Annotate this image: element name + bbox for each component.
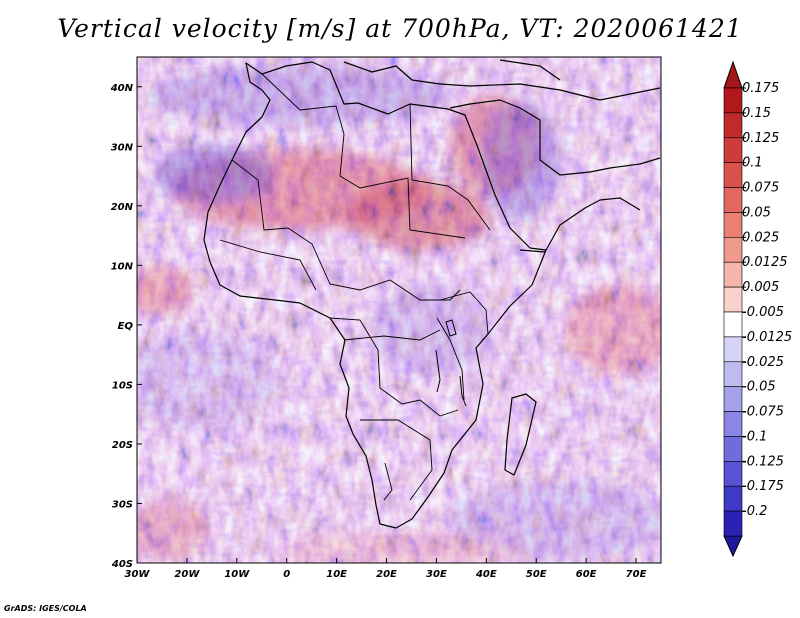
colorbar-label-3: 0.1 [742, 156, 763, 171]
colorbar-swatch-14 [723, 436, 743, 462]
y-tick-label-6: 20S [112, 440, 133, 451]
y-tick-label-1: 30N [111, 142, 134, 153]
colorbar-label-2: 0.125 [742, 131, 779, 146]
colorbar-label-13: -0.075 [742, 405, 784, 420]
colorbar-label-8: 0.005 [742, 280, 779, 295]
x-tick-label-7: 40E [475, 569, 497, 580]
colorbar-label-12: -0.05 [742, 380, 776, 395]
colorbar-label-16: -0.175 [742, 479, 784, 494]
y-tick-label-5: 10S [112, 380, 133, 391]
x-tick-label-0: 30W [125, 569, 151, 580]
y-tick-label-7: 30S [112, 499, 133, 510]
colorbar-label-1: 0.15 [742, 106, 771, 121]
colorbar-label-17: -0.2 [742, 504, 767, 519]
velocity-field [137, 57, 661, 563]
coastlines [203, 59, 661, 529]
lakes [435, 319, 467, 407]
footer-credit: GrADS: IGES/COLA [4, 604, 87, 613]
colorbar-swatch-17 [723, 510, 743, 537]
colorbar: 0.175 0.15 0.125 0.1 0.075 0.05 0.025 0.0125 0.0… [723, 60, 792, 558]
colorbar-label-5: 0.05 [742, 205, 771, 220]
map-title: Vertical velocity [m/s] at 700hPa, VT: 2… [57, 14, 743, 43]
colorbar-label-10: -0.0125 [742, 330, 792, 345]
y-tick-label-4: EQ [118, 321, 134, 332]
colorbar-swatch-8 [723, 286, 743, 313]
x-tick-label-10: 70E [626, 569, 647, 580]
colorbar-label-0: 0.175 [742, 81, 779, 96]
colorbar-swatch-12 [723, 386, 743, 412]
colorbar-swatch-9 [723, 311, 743, 338]
colorbar-swatch-4 [723, 187, 743, 213]
x-tick-label-4: 10E [326, 569, 347, 580]
x-tick-label-3: 0 [283, 569, 290, 580]
colorbar-swatch-6 [723, 237, 743, 263]
colorbar-label-6: 0.025 [742, 230, 779, 245]
x-tick-label-6: 30E [426, 569, 447, 580]
y-tick-label-2: 20N [111, 202, 134, 213]
colorbar-label-7: 0.0125 [742, 255, 788, 270]
y-tick-label-3: 10N [111, 261, 134, 272]
colorbar-swatch-5 [723, 212, 743, 238]
colorbar-swatch-13 [723, 411, 743, 437]
x-tick-label-9: 60E [576, 569, 597, 580]
colorbar-swatch-10 [723, 336, 743, 363]
plot-frame [136, 56, 662, 564]
colorbar-top-arrow [723, 60, 743, 89]
country-borders [219, 73, 491, 501]
x-tick-label-2: 10W [224, 569, 250, 580]
colorbar-label-4: 0.075 [742, 181, 779, 196]
colorbar-swatch-2 [723, 137, 743, 163]
colorbar-swatch-11 [723, 361, 743, 387]
colorbar-bottom-arrow [723, 535, 743, 558]
y-axis: 40N 30N 20N 10N EQ 10S 20S 30S 40S [110, 83, 142, 570]
x-tick-label-5: 20E [376, 569, 397, 580]
colorbar-label-9: -0.005 [742, 305, 784, 320]
colorbar-swatch-0 [723, 87, 743, 114]
x-axis: 30W 20W 10W 0 10E 20E 30E 40E 50E 60E 70E [125, 558, 647, 580]
x-tick-label-8: 50E [526, 569, 547, 580]
colorbar-swatch-16 [723, 485, 743, 512]
y-tick-label-8: 40S [111, 559, 133, 570]
y-tick-label-0: 40N [110, 83, 134, 94]
x-tick-label-1: 20W [174, 569, 200, 580]
colorbar-label-14: -0.1 [742, 429, 767, 444]
colorbar-swatch-7 [723, 261, 743, 288]
colorbar-label-15: -0.125 [742, 454, 784, 469]
colorbar-swatch-15 [723, 461, 743, 487]
colorbar-swatch-3 [723, 162, 743, 188]
colorbar-swatch-1 [723, 112, 743, 139]
colorbar-label-11: -0.025 [742, 355, 784, 370]
